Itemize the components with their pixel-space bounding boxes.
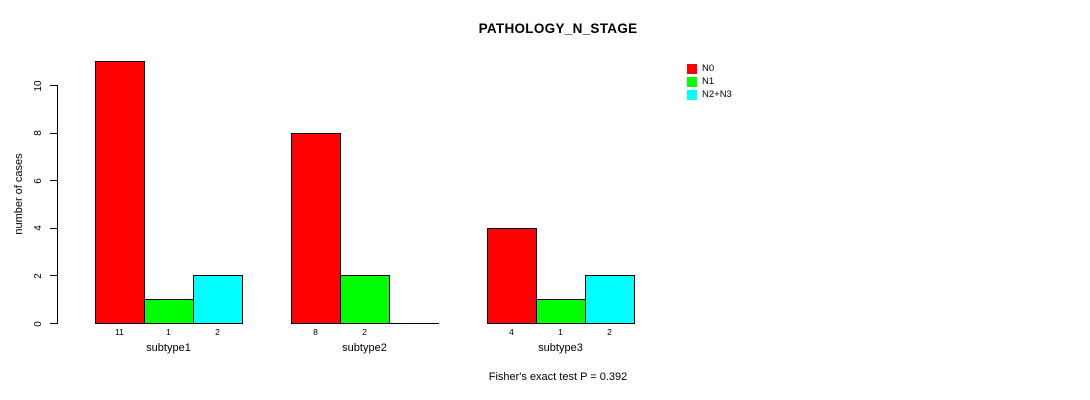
y-tick-label: 0	[33, 320, 44, 327]
legend-swatch-icon	[687, 63, 697, 74]
y-tick	[50, 275, 57, 277]
bar-n0	[95, 61, 145, 324]
legend-swatch-icon	[687, 76, 697, 87]
y-tick-label: 8	[33, 130, 44, 136]
y-tick-label: 4	[33, 225, 44, 232]
y-tick	[50, 132, 57, 134]
bar-n1	[536, 299, 586, 324]
bar-n0	[487, 227, 537, 324]
y-tick	[50, 180, 57, 182]
bar-value-label: 2	[607, 326, 612, 337]
bar-value-label: 11	[115, 326, 124, 337]
y-tick-label: 10	[33, 79, 44, 92]
legend-item: N2+N3	[687, 88, 732, 101]
chart-title: PATHOLOGY_N_STAGE	[478, 21, 638, 36]
bar-value-label: 1	[558, 326, 563, 337]
y-tick	[50, 323, 57, 324]
x-category-label: subtype3	[538, 342, 583, 354]
legend-item: N0	[687, 62, 732, 75]
bar-n2-n3	[193, 275, 243, 324]
bar-n1	[340, 275, 390, 324]
zero-height-bar	[389, 323, 439, 324]
bar-value-label: 2	[215, 326, 220, 337]
legend-swatch-icon	[687, 89, 697, 100]
y-tick	[50, 227, 57, 229]
x-category-label: subtype2	[342, 342, 387, 354]
stat-test-caption: Fisher's exact test P = 0.392	[488, 371, 628, 383]
y-tick	[50, 85, 57, 86]
y-axis-label: number of cases	[13, 153, 25, 235]
legend-label: N2+N3	[702, 89, 732, 100]
bar-value-label: 1	[166, 326, 171, 337]
legend: N0 N1 N2+N3	[687, 62, 732, 101]
legend-label: N1	[702, 76, 715, 87]
y-tick-label: 6	[33, 177, 44, 184]
x-category-label: subtype1	[146, 342, 191, 354]
y-tick-label: 2	[33, 273, 44, 279]
y-axis-line	[57, 85, 58, 324]
bar-value-label: 8	[313, 326, 318, 337]
legend-label: N0	[702, 63, 715, 74]
bar-value-label: 2	[362, 326, 367, 337]
bar-value-label: 4	[509, 326, 514, 337]
legend-item: N1	[687, 75, 732, 88]
bar-n2-n3	[585, 275, 635, 324]
bar-n0	[291, 132, 341, 324]
bar-n1	[144, 299, 194, 324]
